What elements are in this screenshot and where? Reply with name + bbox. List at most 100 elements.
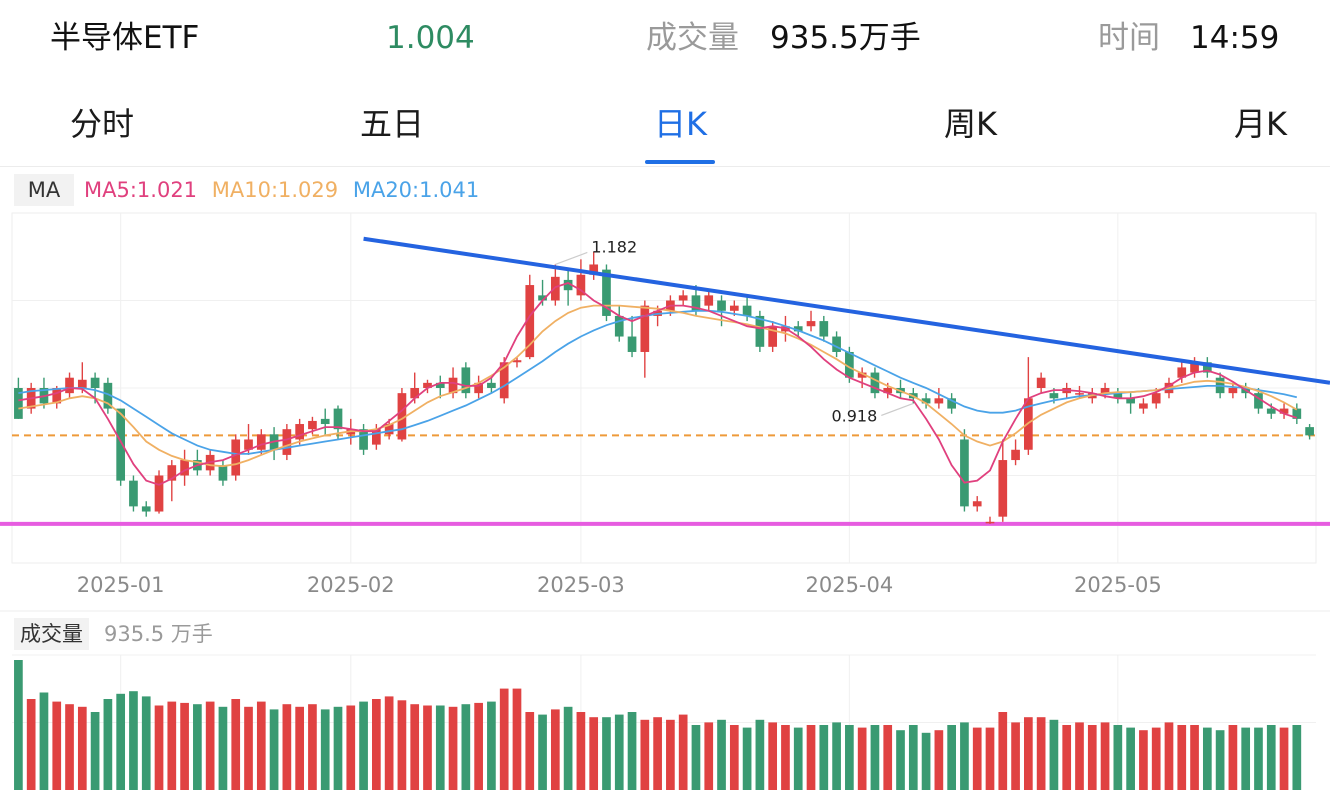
volume-bar [793, 727, 803, 790]
candle-body [1305, 427, 1314, 436]
volume-bar [487, 701, 496, 790]
volume-bar [77, 706, 87, 790]
candle-body [1228, 388, 1238, 394]
volume-bar [1190, 725, 1199, 790]
volume-bar [678, 714, 688, 790]
volume-bar [563, 706, 573, 790]
candle-body [1151, 393, 1161, 404]
candle-body [563, 279, 573, 291]
volume-bar [282, 704, 292, 790]
volume-bar [934, 730, 944, 790]
candle-body [461, 367, 471, 394]
volume-bar [768, 722, 778, 790]
volume-bar [666, 719, 675, 790]
volume-bar [423, 705, 432, 790]
volume-bar [627, 712, 637, 790]
volume-bar [231, 699, 241, 790]
volume-bar [921, 732, 931, 790]
candle-body [1139, 403, 1148, 409]
volume-bar [1049, 719, 1059, 790]
candle-body [359, 429, 368, 450]
candle-body [627, 336, 637, 352]
volume-indicator-toggle[interactable]: 成交量 [14, 618, 89, 650]
low-annotation-leader [881, 402, 914, 417]
high-annotation: 1.182 [591, 237, 637, 256]
volume-bar [1177, 725, 1187, 790]
volume-bar [1011, 722, 1020, 790]
volume-bar [167, 701, 177, 790]
ma-indicator-toggle[interactable]: MA [14, 174, 74, 206]
volume-bar [1100, 722, 1110, 790]
volume-bar [205, 701, 215, 790]
volume-bar [14, 660, 23, 790]
candle-body [525, 285, 535, 358]
volume-bar [640, 719, 650, 790]
candle-body [180, 460, 189, 476]
candle-body [372, 429, 381, 445]
candle-body [717, 300, 726, 311]
candle-body [755, 315, 765, 347]
volume-bar [372, 699, 381, 790]
candle-body [423, 382, 432, 388]
candle-body [538, 295, 547, 301]
x-axis-tick-label: 2025-03 [537, 573, 625, 597]
time-label: 时间 [1098, 20, 1160, 56]
tab-weekly-k[interactable]: 周K [944, 105, 997, 143]
volume-bar [499, 688, 509, 790]
candle-body [499, 362, 509, 399]
volume-bar [448, 706, 458, 790]
volume-bar [1164, 722, 1174, 790]
candle-body [1126, 398, 1135, 404]
candle-body [678, 295, 688, 301]
candle-body [218, 465, 228, 481]
volume-bar [410, 704, 420, 790]
candle-body [282, 429, 292, 455]
tab-daily-k[interactable]: 日K [654, 105, 707, 143]
volume-bar [295, 706, 304, 790]
volume-bar [1126, 727, 1135, 790]
volume-bar [883, 725, 893, 790]
tab-monthly-k[interactable]: 月K [1234, 105, 1287, 143]
volume-bar [141, 696, 151, 790]
candle-body [972, 501, 982, 507]
volume-bar [1241, 727, 1251, 790]
volume-bar [729, 725, 739, 790]
volume-bar [1024, 717, 1033, 790]
volume-bar [193, 704, 202, 790]
tab-intraday[interactable]: 分时 [70, 105, 135, 143]
x-axis-tick-label: 2025-04 [805, 573, 893, 597]
volume-bar [781, 725, 790, 790]
volume-bar [550, 709, 560, 790]
candle-body [845, 351, 854, 378]
candle-body [1190, 362, 1199, 373]
candle-body [729, 305, 739, 311]
volume-bar [1113, 725, 1123, 790]
volume-bar [1075, 722, 1084, 790]
volume-label: 成交量 [646, 20, 739, 56]
candle-body [333, 408, 343, 430]
volume-bar [90, 712, 100, 790]
candle-body [1011, 449, 1020, 461]
volume-bar [256, 701, 266, 790]
volume-bar [26, 699, 36, 790]
candle-body [116, 408, 126, 481]
low-annotation: 0.918 [831, 406, 877, 425]
candle-body [129, 480, 138, 507]
volume-bar [525, 712, 535, 790]
candle-body [1292, 408, 1302, 419]
volume-bar [1202, 727, 1212, 790]
volume-bar [870, 725, 880, 790]
volume-bar [704, 722, 714, 790]
volume-bar [755, 719, 765, 790]
volume-bar [1139, 730, 1148, 790]
ma-legend: MA5:1.021 MA10:1.029 MA20:1.041 [84, 174, 487, 206]
volume-bar [1254, 727, 1263, 790]
volume-bar [512, 688, 522, 790]
candle-body [1266, 408, 1276, 414]
candle-body [397, 393, 407, 440]
volume-bar [538, 714, 547, 790]
volume-bar [65, 704, 74, 790]
volume-value: 935.5万手 [770, 20, 921, 56]
tab-five-day[interactable]: 五日 [360, 105, 425, 143]
